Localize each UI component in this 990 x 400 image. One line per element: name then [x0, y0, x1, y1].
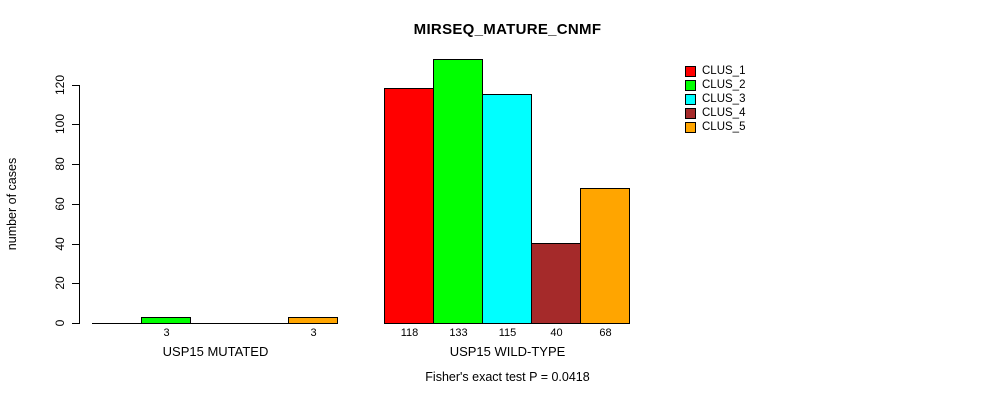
legend-swatch-clus-1: [685, 65, 696, 77]
y-axis-tick: [72, 164, 79, 165]
legend-item-clus-3: CLUS_3: [685, 92, 745, 106]
legend-label-clus-3: CLUS_3: [702, 93, 746, 105]
legend: CLUS_1 CLUS_2 CLUS_3 CLUS_4 CLUS_5: [685, 64, 745, 134]
legend-label-clus-4: CLUS_4: [702, 107, 746, 119]
bar-usp15-mutated-clus-5: [288, 317, 338, 324]
caption-fisher-test: Fisher's exact test P = 0.0418: [425, 370, 590, 384]
legend-label-clus-1: CLUS_1: [702, 65, 746, 77]
y-axis-tick: [72, 244, 79, 245]
y-axis-tick-label: 100: [53, 113, 67, 135]
y-axis-tick: [72, 323, 79, 324]
bar-usp15-wild-type-clus-1: [384, 88, 434, 324]
bar-usp15-wild-type-clus-3: [482, 94, 532, 324]
bar-usp15-wild-type-clus-4: [531, 243, 581, 324]
x-axis-group-label-usp15-mutated: USP15 MUTATED: [162, 344, 269, 359]
chart-title: MIRSEQ_MATURE_CNMF: [413, 21, 602, 38]
bar-value-label: 40: [550, 327, 563, 339]
legend-item-clus-2: CLUS_2: [685, 78, 745, 92]
bar-value-label: 3: [163, 327, 170, 339]
legend-item-clus-5: CLUS_5: [685, 120, 745, 134]
bar-value-label: 68: [599, 327, 612, 339]
legend-label-clus-5: CLUS_5: [702, 121, 746, 133]
y-axis-label: number of cases: [5, 157, 19, 251]
bar-value-label: 118: [400, 327, 419, 339]
bar-usp15-mutated-clus-2: [141, 317, 191, 324]
legend-item-clus-4: CLUS_4: [685, 106, 745, 120]
bar-value-label: 133: [449, 327, 468, 339]
y-axis-tick-label: 20: [53, 276, 67, 290]
y-axis-tick: [72, 283, 79, 284]
legend-swatch-clus-5: [685, 121, 696, 133]
y-axis-tick: [72, 85, 79, 86]
bar-usp15-wild-type-clus-2: [433, 59, 483, 324]
y-axis-tick: [72, 124, 79, 125]
y-axis-line: [79, 85, 80, 324]
y-axis-tick-label: 0: [53, 319, 67, 327]
legend-swatch-clus-2: [685, 79, 696, 91]
bar-value-label: 3: [310, 327, 317, 339]
y-axis-tick-label: 40: [53, 237, 67, 251]
y-axis-tick-label: 60: [53, 197, 67, 211]
y-axis-tick-label: 80: [53, 157, 67, 171]
bar-value-label: 115: [498, 327, 517, 339]
legend-label-clus-2: CLUS_2: [702, 79, 746, 91]
y-axis-tick: [72, 204, 79, 205]
bar-usp15-wild-type-clus-5: [580, 188, 630, 324]
legend-swatch-clus-4: [685, 107, 696, 119]
x-axis-group-label-usp15-wild-type: USP15 WILD-TYPE: [449, 344, 566, 359]
x-baseline-usp15-mutated: [92, 323, 338, 324]
legend-item-clus-1: CLUS_1: [685, 64, 745, 78]
legend-swatch-clus-3: [685, 93, 696, 105]
y-axis-tick-label: 120: [53, 74, 67, 96]
